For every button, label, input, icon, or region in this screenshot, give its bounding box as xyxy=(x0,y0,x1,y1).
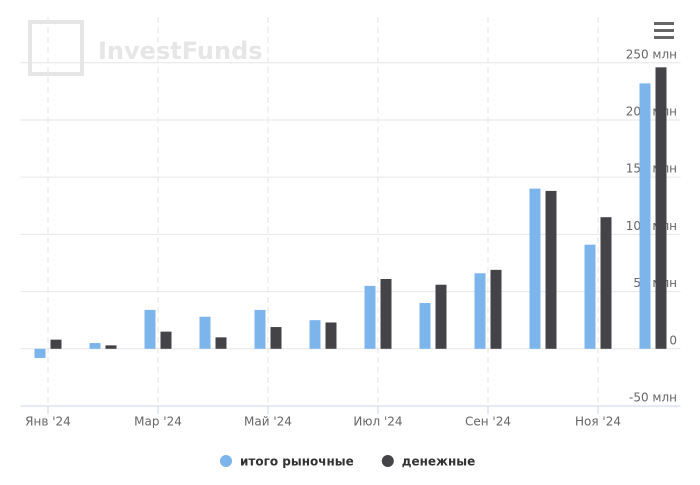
bar xyxy=(545,190,557,349)
bar xyxy=(600,217,612,349)
bar xyxy=(50,339,62,349)
bar xyxy=(639,83,651,349)
y-tick-label: 150 млн xyxy=(626,162,677,176)
bar xyxy=(215,337,227,349)
legend-marker xyxy=(381,455,394,467)
bar xyxy=(270,327,282,349)
bar xyxy=(655,67,667,349)
bar xyxy=(254,309,266,349)
bar xyxy=(364,285,376,349)
legend: итого рыночные денежные xyxy=(220,455,475,469)
watermark-logo xyxy=(28,20,84,76)
bar xyxy=(160,331,172,349)
bar xyxy=(144,309,156,349)
x-tick-label: Июл '24 xyxy=(353,415,402,429)
legend-marker xyxy=(220,455,232,467)
bar xyxy=(490,269,502,349)
bar xyxy=(474,273,486,349)
y-tick-label: 250 млн xyxy=(626,47,677,61)
x-tick-label: Ноя '24 xyxy=(575,415,621,429)
menu-button[interactable] xyxy=(654,22,674,39)
bar xyxy=(199,316,211,349)
bar xyxy=(325,322,337,349)
bar xyxy=(105,345,117,349)
bar xyxy=(380,279,392,349)
bar xyxy=(89,343,101,349)
legend-label: итого рыночные xyxy=(240,455,354,469)
y-tick-label: 0 xyxy=(669,333,677,347)
y-tick-label: 100 млн xyxy=(626,219,677,233)
menu-bar[interactable] xyxy=(654,36,674,39)
x-tick-label: Янв '24 xyxy=(25,415,71,429)
y-tick-label: 200 млн xyxy=(626,104,677,118)
y-tick-label: -50 млн xyxy=(629,391,677,405)
menu-bar[interactable] xyxy=(654,22,674,25)
bar xyxy=(34,348,46,358)
bar xyxy=(419,303,431,349)
watermark: InvestFunds xyxy=(98,37,263,65)
x-tick-label: Мар '24 xyxy=(134,415,182,429)
bar xyxy=(529,188,541,349)
bar xyxy=(309,320,321,349)
bar xyxy=(435,284,447,349)
x-tick-label: Сен '24 xyxy=(465,415,511,429)
menu-bar[interactable] xyxy=(654,29,674,32)
bar xyxy=(584,244,596,349)
legend-label: денежные xyxy=(402,455,475,469)
x-tick-label: Май '24 xyxy=(244,415,292,429)
